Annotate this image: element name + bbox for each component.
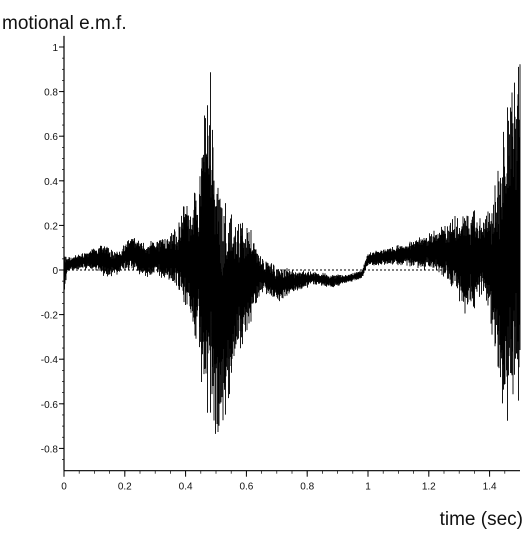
axes-group: -0.8 -0.6 -0.4 -0.2 0 0.2 0.4 0.6 0.8 1 0 0.2 0.4 0.6…: [41, 35, 520, 493]
y-tick-label: -0.2: [41, 311, 59, 322]
x-tick-label: 1.2: [422, 482, 436, 493]
x-tick-label: 0.8: [300, 482, 314, 493]
y-axis-label: motional e.m.f.: [2, 13, 127, 34]
x-tick-label: 0: [61, 482, 67, 493]
y-tick-label: 0.6: [44, 132, 58, 143]
signal-trace-group: [63, 64, 521, 434]
x-tick-label: 1.4: [483, 482, 497, 493]
signal-trace: [63, 64, 521, 434]
y-tick-label: 0.4: [44, 177, 58, 188]
y-tick-label: -0.6: [41, 400, 59, 411]
y-tick-label: -0.8: [41, 444, 59, 455]
y-tick-label: 0.2: [44, 221, 58, 232]
y-tick-label: -0.4: [41, 355, 59, 366]
x-tick-label: 0.4: [179, 482, 193, 493]
x-tick-label: 1: [365, 482, 371, 493]
x-axis-label: time (sec): [440, 509, 523, 530]
x-tick-label: 0.2: [118, 482, 132, 493]
y-tick-label: 1: [52, 43, 58, 54]
x-tick-label: 0.6: [239, 482, 253, 493]
y-tick-label: 0.8: [44, 88, 58, 99]
y-tick-label: 0: [52, 266, 58, 277]
